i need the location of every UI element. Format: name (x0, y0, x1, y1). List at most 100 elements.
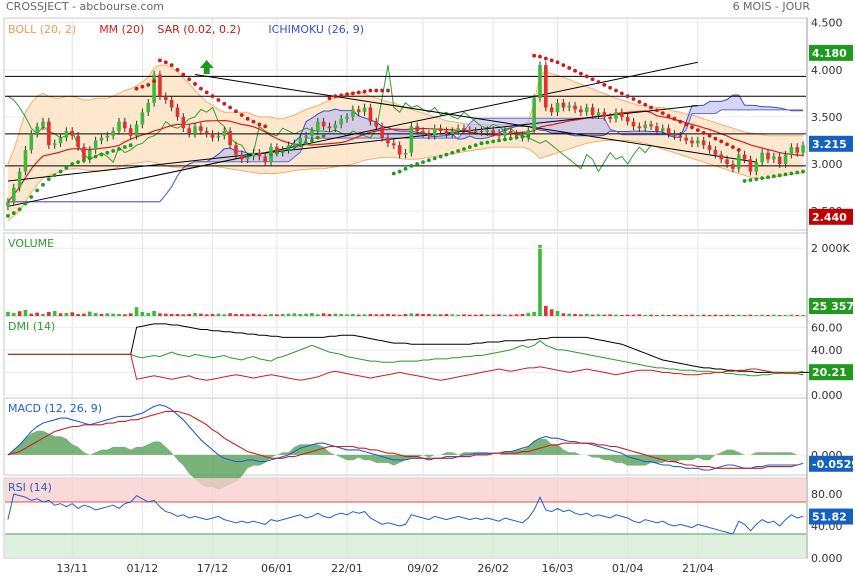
sar-dot (380, 88, 385, 93)
candle-body (87, 149, 92, 160)
volume-bar (321, 313, 326, 316)
volume-bar (725, 314, 729, 316)
sar-dot (532, 53, 537, 58)
sar-dot (666, 114, 671, 118)
volume-bar (58, 313, 63, 316)
dmi-line (7, 323, 815, 373)
sar-dot (748, 178, 753, 182)
candle-body (23, 149, 28, 172)
volume-bar (362, 314, 367, 316)
sar-dot (204, 90, 209, 95)
candle-body (561, 102, 566, 108)
candle-body (602, 112, 607, 117)
candle-body (82, 147, 86, 160)
x-tick-label: 06/01 (261, 562, 293, 575)
candle-body (333, 124, 338, 129)
sar-dot (193, 82, 197, 86)
volume-bar (573, 313, 577, 316)
sar-dot (105, 150, 110, 155)
volume-bar (263, 314, 267, 316)
volume-bar (719, 314, 724, 316)
candle-body (321, 121, 326, 127)
dmi-y-tick: 40.00 (811, 344, 843, 357)
x-tick-label: 09/02 (407, 562, 439, 575)
candle-body (111, 131, 115, 136)
price-legend-item: ICHIMOKU (26, 9) (268, 23, 364, 36)
rsi-overbought-zone (5, 478, 806, 502)
sar-dot (643, 102, 648, 107)
candle-body (234, 145, 238, 155)
volume-bar (772, 314, 776, 316)
volume-bar (678, 314, 683, 316)
candle-body (210, 133, 215, 138)
candle-body (6, 201, 10, 207)
candle-body (485, 130, 490, 133)
panel-frame-volume (3, 232, 808, 317)
volume-bar (503, 314, 507, 316)
candle-body (450, 131, 455, 134)
candle-body (245, 156, 250, 160)
volume-bar (204, 314, 209, 316)
candle-body (608, 116, 612, 119)
sar-dot (362, 89, 367, 94)
volume-bar (421, 313, 425, 316)
candle-body (748, 159, 753, 172)
sar-dot (456, 148, 461, 153)
sar-dot (789, 171, 794, 176)
dmi-panel-title: DMI (14) (8, 320, 55, 333)
candle-body (158, 74, 162, 97)
sar-dot (345, 92, 349, 97)
candle-body (374, 121, 379, 127)
sar-dot (660, 111, 665, 116)
candle-body (76, 135, 80, 148)
buy-signal-arrow-icon (199, 59, 214, 74)
candle-body (128, 128, 133, 136)
volume-bar (766, 314, 770, 316)
sar-dot (614, 88, 618, 93)
sar-dot (538, 54, 542, 59)
candle-body (17, 171, 22, 188)
sar-dot (216, 98, 221, 102)
candle-body (538, 65, 542, 99)
candle-body (625, 116, 630, 122)
volume-bar (158, 313, 162, 316)
x-tick-label: 13/11 (56, 562, 88, 575)
sar-dot (444, 152, 449, 157)
moving-average-line (7, 110, 804, 203)
volume-bar (380, 314, 384, 316)
candle-body (497, 132, 501, 136)
chart-title: CROSSJECT - abcbourse.com (6, 0, 164, 13)
volume-bar (193, 312, 197, 316)
sar-dot (543, 56, 548, 61)
sar-dot (707, 133, 712, 138)
volume-bar (123, 314, 127, 316)
sar-dot (269, 152, 273, 157)
rsi-y-tick: 0.000 (811, 552, 843, 565)
volume-bar (210, 313, 215, 316)
sar-dot (52, 173, 57, 178)
volume-bar (222, 314, 227, 316)
sar-dot (584, 74, 589, 79)
sar-dot (713, 136, 718, 141)
candle-body (47, 121, 51, 146)
volume-bar (47, 311, 51, 316)
sar-dot (146, 82, 151, 87)
sar-dot (649, 105, 653, 110)
volume-bar (234, 313, 238, 316)
volume-bar (567, 313, 572, 316)
candle-body (187, 128, 191, 134)
sar-dot (58, 169, 63, 174)
sar-dot (169, 63, 174, 68)
sar-dot (783, 172, 788, 177)
volume-bar (777, 314, 782, 316)
volume-bar (561, 313, 566, 316)
sar-dot (415, 162, 420, 166)
volume-bar (795, 314, 800, 316)
volume-panel-title: VOLUME (8, 237, 54, 250)
sar-dot (280, 148, 285, 153)
sar-dot (795, 170, 800, 175)
volume-bar (713, 314, 718, 316)
sar-dot (625, 94, 630, 99)
candle-body (772, 156, 776, 160)
